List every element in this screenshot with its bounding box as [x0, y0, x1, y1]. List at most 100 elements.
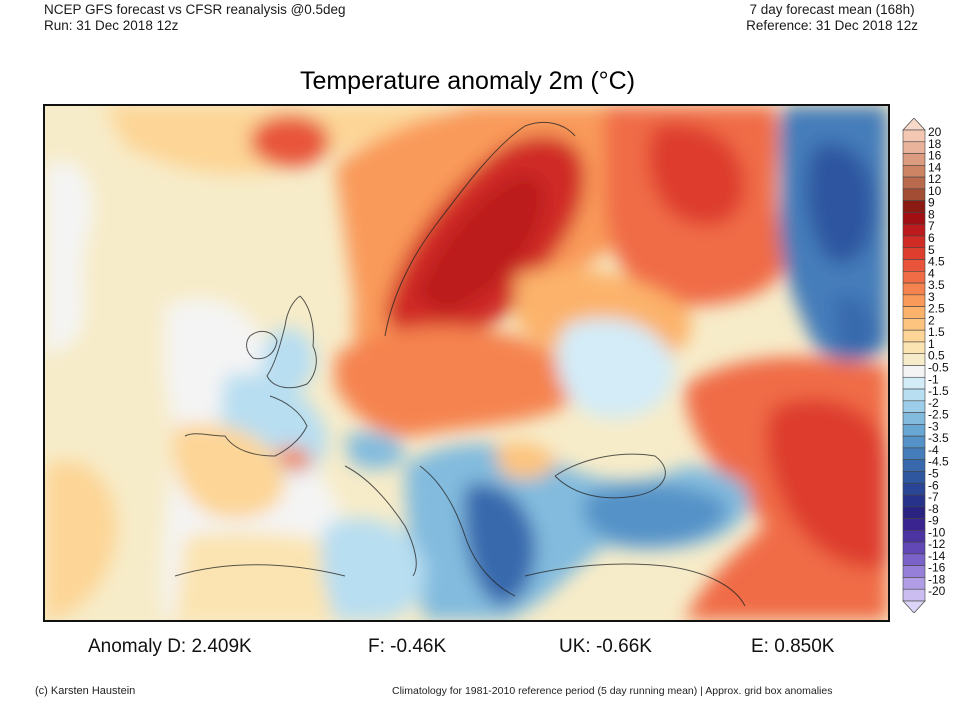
colorbar-swatch	[902, 424, 926, 437]
coastlines	[174, 121, 746, 607]
colorbar-swatch	[902, 153, 926, 166]
climatology-note: Climatology for 1981-2010 reference peri…	[392, 685, 833, 697]
area-russia-core	[647, 123, 745, 226]
colorbar-swatch	[902, 518, 926, 531]
area-uk-cool	[261, 327, 316, 392]
stat-uk: UK: -0.66K	[559, 636, 652, 658]
area-alps-cool	[345, 432, 405, 470]
colorbar-swatch	[902, 129, 926, 143]
area-atlantic-neutral	[45, 161, 93, 356]
coast-north-africa	[174, 564, 346, 577]
area-greece-core	[464, 483, 536, 606]
colorbar-tick-label: -3.5	[928, 431, 949, 445]
colorbar-swatch	[902, 365, 926, 378]
colorbar-swatch	[902, 541, 926, 555]
area-iberia	[172, 423, 286, 519]
colorbar-swatch	[902, 176, 926, 190]
colorbar-swatch	[902, 530, 926, 543]
stat-value: 2.409K	[191, 636, 252, 657]
header-left: NCEP GFS forecast vs CFSR reanalysis @0.…	[44, 2, 346, 34]
colorbar-tick-label: 16	[928, 149, 942, 163]
area-atlantic-warm-2	[45, 460, 117, 620]
chart-title: Temperature anomaly 2m (°C)	[299, 67, 636, 95]
colorbar-tick-label: 1	[928, 337, 935, 351]
colorbar-tick-label: 4.5	[928, 255, 945, 269]
forecast-period: 7 day forecast mean (168h)	[749, 2, 915, 17]
colorbar-swatch	[902, 353, 926, 366]
colorbar-swatch	[902, 459, 926, 472]
colorbar-tick-label: 7	[928, 219, 935, 233]
stat-germany: Anomaly D: 2.409K	[88, 636, 252, 658]
coast-europe-west	[184, 395, 308, 457]
colorbar-tick-label: 3	[928, 290, 935, 304]
colorbar-swatch	[902, 494, 926, 508]
colorbar-swatch	[902, 565, 926, 578]
anomaly-field	[45, 106, 888, 620]
colorbar-tick-label: 2.5	[928, 302, 945, 316]
colorbar-swatch	[902, 235, 926, 249]
area-italy-warm	[275, 446, 311, 471]
coast-scandinavia	[384, 121, 576, 337]
coast-balkans	[419, 465, 516, 597]
colorbar-tick-label: -5	[928, 466, 939, 480]
colorbar-tick-label: 10	[928, 184, 942, 198]
colorbar-swatch	[902, 447, 926, 460]
colorbar-over-arrow	[902, 118, 926, 131]
colorbar-swatch	[902, 212, 926, 225]
colorbar-tick-label: 2	[928, 313, 935, 327]
colorbar-swatch	[902, 200, 926, 213]
area-mediterranean	[320, 518, 426, 620]
stat-label: F:	[368, 636, 385, 657]
colorbar-tick-label: -1.5	[928, 384, 949, 398]
stat-label: E:	[751, 636, 769, 657]
reference-time: Reference: 31 Dec 2018 12z	[746, 18, 918, 33]
area-iran-core	[766, 398, 888, 568]
colorbar-tick-label: -8	[928, 502, 939, 516]
colorbar-tick-label: -0.5	[928, 361, 949, 375]
colorbar-swatch	[902, 482, 926, 496]
colorbar-under-arrow	[902, 600, 926, 613]
colorbar-swatch	[902, 412, 926, 425]
area-central-europe	[335, 325, 573, 437]
colorbar-swatch	[902, 553, 926, 566]
stat-value: -0.66K	[595, 636, 652, 657]
colorbar-tick-label: 20	[928, 125, 942, 139]
colorbar-tick-label: -18	[928, 572, 946, 586]
stat-value: -0.46K	[390, 636, 447, 657]
colorbar-swatch	[902, 188, 926, 201]
coast-uk	[266, 295, 317, 389]
colorbar-tick-label: -7	[928, 490, 939, 504]
colorbar-tick-label: 9	[928, 196, 935, 210]
area-iceland	[250, 115, 330, 167]
anomaly-map	[45, 106, 888, 620]
colorbar-tick-label: 14	[928, 160, 942, 174]
coast-turkey-south	[524, 563, 746, 607]
area-ural-core	[806, 143, 875, 264]
header-right: 7 day forecast mean (168h) Reference: 31…	[746, 2, 918, 34]
colorbar-swatch	[902, 435, 926, 449]
colorbar-swatch	[902, 506, 926, 519]
colorbar-swatch	[902, 588, 926, 602]
colorbar-swatch	[902, 341, 926, 355]
colorbar-swatch	[902, 471, 926, 484]
colorbar-swatch	[902, 294, 926, 307]
area-scandinavia-core	[415, 174, 546, 316]
colorbar-tick-label: 3.5	[928, 278, 945, 292]
colorbar-swatch	[902, 376, 926, 390]
stat-europe: E: 0.850K	[751, 636, 834, 658]
colorbar-tick-label: -2.5	[928, 408, 949, 422]
colorbar-tick-label: -2	[928, 396, 939, 410]
area-ukraine-neutral	[556, 318, 675, 419]
colorbar-swatch	[902, 165, 926, 178]
colorbar-tick-label: 0.5	[928, 349, 945, 363]
colorbar-tick-label: 6	[928, 231, 935, 245]
coast-black-sea	[554, 453, 666, 499]
area-caspian-cold	[835, 295, 876, 356]
colorbar-swatch	[902, 141, 926, 154]
credit: (c) Karsten Haustein	[35, 685, 136, 697]
colorbar-tick-label: 5	[928, 243, 935, 257]
colorbar-tick-label: 4	[928, 266, 935, 280]
colorbar-tick-label: 1.5	[928, 325, 945, 339]
colorbar-tick-label: 12	[928, 172, 942, 186]
model-description: NCEP GFS forecast vs CFSR reanalysis @0.…	[44, 2, 346, 17]
